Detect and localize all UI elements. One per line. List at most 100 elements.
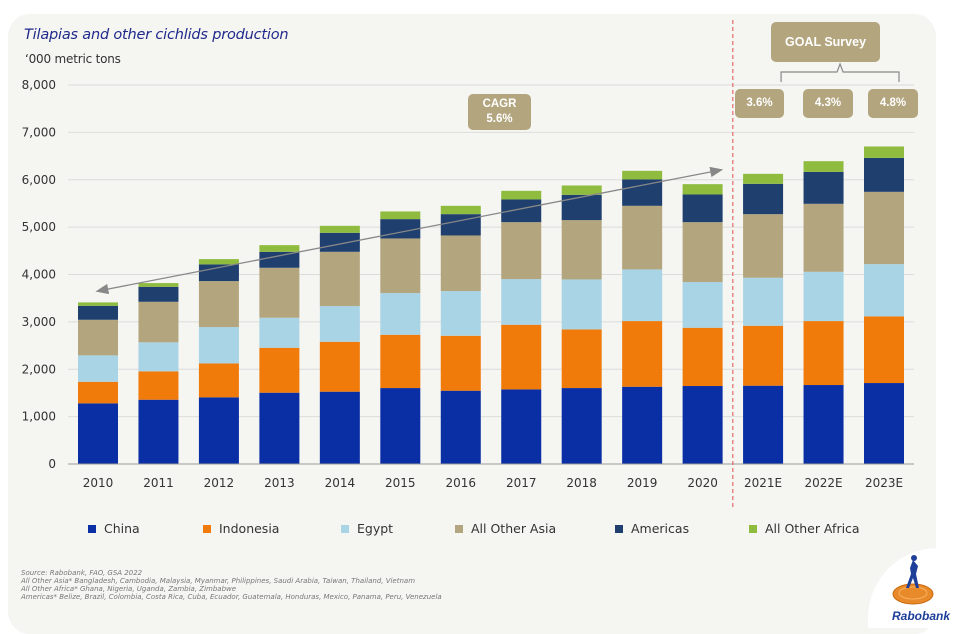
footnotes: Source: Rabobank, FAO, GSA 2022 All Othe…: [21, 569, 442, 601]
bar-segment-indonesia: [78, 381, 118, 404]
bar-segment-egypt: [864, 264, 904, 317]
bar-segment-indonesia: [138, 371, 179, 400]
bar-segment-all-other-africa: [259, 245, 300, 252]
bar-segment-all-other-asia: [622, 205, 663, 270]
legend-swatch-egypt: [341, 524, 349, 533]
bar-segment-all-other-asia: [682, 222, 723, 283]
bar-stack-2011: [138, 283, 179, 464]
bar-segment-indonesia: [864, 316, 904, 384]
bar-segment-all-other-africa: [78, 302, 118, 306]
legend-label-all-other-africa: All Other Africa: [765, 521, 860, 536]
x-axis-ticks: 2010 2011 2012 2013 2014 2015 2016 2017 2018 2019…: [83, 476, 903, 490]
cagr-value: 5.6%: [486, 113, 513, 125]
legend-item-egypt: Egypt: [341, 521, 393, 536]
unit-label: ‘000 metric tons: [25, 52, 121, 66]
legend-label-egypt: Egypt: [357, 521, 394, 536]
y-axis-ticks: 0 1,000 2,000 3,000 4,000 5,000 6,000 7,000 8,00…: [22, 78, 56, 471]
bar-segment-china: [622, 386, 663, 464]
bar-stack-2013: [259, 245, 300, 464]
legend-label-americas: Americas: [631, 521, 690, 536]
bar-segment-americas: [622, 179, 663, 206]
legend-item-indonesia: Indonesia: [203, 521, 279, 536]
bar-segment-indonesia: [380, 334, 421, 389]
bar-segment-indonesia: [198, 363, 239, 398]
goal-rate-2021: 3.6%: [746, 97, 773, 109]
bar-segment-americas: [501, 199, 542, 223]
bar-segment-all-other-asia: [259, 267, 300, 318]
bar-segment-americas: [78, 305, 118, 320]
x-tick-label: 2022E: [804, 476, 842, 490]
bar-segment-all-other-asia: [803, 203, 844, 272]
bar-segment-egypt: [561, 279, 602, 330]
y-tick-label: 1,000: [22, 410, 56, 424]
rabobank-logo: Rabobank: [868, 548, 955, 628]
bar-segment-all-other-asia: [501, 222, 542, 280]
y-tick-label: 0: [48, 457, 56, 471]
bar-stack-2016: [440, 205, 481, 464]
bar-segment-egypt: [78, 355, 118, 382]
bar-segment-egypt: [380, 293, 421, 335]
bar-segment-all-other-asia: [380, 238, 421, 294]
bar-stack-2010: [78, 302, 118, 464]
legend-label-indonesia: Indonesia: [219, 521, 280, 536]
footnote-source: Source: Rabobank, FAO, GSA 2022: [21, 569, 143, 577]
goal-rate-2022: 4.3%: [814, 97, 842, 109]
chart-title: Tilapias and other cichlids production: [24, 27, 289, 43]
y-tick-label: 7,000: [22, 125, 56, 139]
bar-segment-all-other-asia: [864, 191, 904, 265]
footnote-americas: Americas* Belize, Brazil, Colombia, Cost…: [21, 593, 442, 601]
bar-segment-americas: [864, 157, 904, 192]
bar-segment-indonesia: [319, 341, 360, 392]
bar-segment-egypt: [440, 291, 481, 336]
bar-segment-all-other-asia: [198, 281, 239, 328]
legend-item-all-other-africa: All Other Africa: [749, 521, 860, 536]
x-tick-label: 2023E: [865, 476, 903, 490]
x-tick-label: 2016: [445, 476, 476, 490]
bar-segment-china: [864, 383, 904, 464]
bar-segment-all-other-africa: [501, 190, 542, 200]
gridlines: [68, 84, 914, 418]
rabobank-logo-text: Rabobank: [892, 609, 951, 623]
legend-item-all-other-asia: All Other Asia: [455, 521, 556, 536]
bar-segment-china: [138, 399, 179, 464]
x-tick-label: 2021E: [744, 476, 782, 490]
bar-segment-egypt: [803, 271, 844, 322]
y-tick-label: 8,000: [22, 78, 56, 92]
bar-segment-indonesia: [622, 321, 663, 387]
bar-segment-indonesia: [561, 329, 602, 389]
legend-label-china: China: [104, 521, 140, 536]
bar-segment-all-other-asia: [319, 251, 360, 307]
x-tick-label: 2015: [385, 476, 416, 490]
y-tick-label: 3,000: [22, 315, 56, 329]
bar-segment-all-other-asia: [561, 220, 602, 280]
legend: China Indonesia Egypt All Other Asia Ame…: [0, 521, 955, 541]
bar-stack-2015: [380, 211, 421, 464]
bar-segment-egypt: [682, 282, 723, 328]
cagr-badge: CAGR 5.6%: [468, 94, 531, 130]
legend-swatch-all-other-asia: [455, 524, 463, 533]
goal-rate-badge-2021: 3.6%: [735, 89, 784, 118]
goal-survey-label: GOAL Survey: [784, 34, 867, 49]
goal-rate-badge-2022: 4.3%: [803, 89, 853, 118]
legend-swatch-americas: [615, 524, 623, 533]
x-tick-label: 2014: [325, 476, 356, 490]
goal-rate-badge-2023: 4.8%: [868, 89, 918, 118]
cagr-arrow: [95, 166, 724, 295]
bar-segment-egypt: [198, 327, 239, 364]
bar-segment-all-other-africa: [682, 184, 723, 195]
x-tick-label: 2011: [143, 476, 174, 490]
bar-segment-all-other-asia: [138, 301, 179, 343]
bar-stack-2020: [682, 184, 723, 464]
bar-segment-all-other-africa: [319, 225, 360, 233]
bar-segment-americas: [682, 194, 723, 223]
bar-segment-all-other-africa: [743, 173, 784, 184]
y-tick-label: 2,000: [22, 362, 56, 376]
bar-segment-china: [803, 385, 844, 464]
legend-swatch-all-other-africa: [749, 524, 757, 533]
bar-segment-all-other-africa: [622, 170, 663, 180]
y-tick-label: 4,000: [22, 268, 56, 282]
x-tick-label: 2017: [506, 476, 537, 490]
bar-segment-china: [501, 389, 542, 464]
bar-stack-2012: [198, 259, 239, 464]
bar-segment-china: [259, 392, 300, 464]
